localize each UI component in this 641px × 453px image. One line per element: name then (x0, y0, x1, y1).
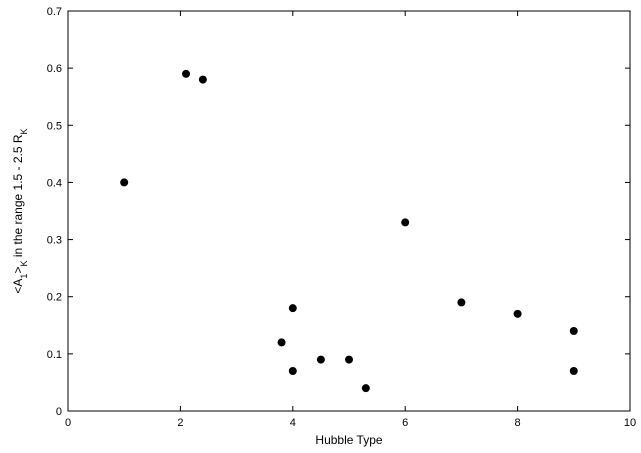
data-point (316, 355, 325, 364)
x-tick-label: 0 (65, 417, 71, 429)
y-tick-label: 0.4 (47, 177, 62, 189)
data-point (288, 367, 297, 375)
data-point (569, 327, 578, 335)
y-label-part-2: > (11, 267, 25, 274)
y-tick-label: 0.7 (47, 6, 62, 18)
data-point (513, 309, 522, 318)
data-points (120, 69, 578, 393)
y-label-part-3: in the range 1.5 - 2.5 R (11, 134, 25, 260)
y-label-sub-2: K (19, 261, 29, 267)
y-label-sub-1: 1 (19, 274, 29, 279)
data-point (198, 75, 207, 84)
data-point (288, 304, 297, 313)
x-tick-label: 4 (290, 417, 296, 429)
axis-ticks (67, 10, 631, 412)
data-point (345, 355, 353, 364)
y-tick-label: 0.5 (47, 120, 62, 132)
y-label-part-1: <A (11, 279, 25, 294)
y-tick-label: 0.2 (47, 292, 62, 304)
axis-tick-labels: 0 2 4 6 8 10 0 0.1 0.2 0.3 0.4 0.5 0.6 0.7 (47, 6, 636, 429)
y-tick-label: 0.6 (47, 63, 62, 75)
plot-area (67, 10, 631, 412)
x-tick-label: 6 (402, 417, 408, 429)
data-point (120, 178, 129, 187)
y-label-sub-3: K (19, 128, 29, 134)
x-tick-label: 10 (624, 417, 636, 429)
data-point (361, 384, 370, 393)
data-point (457, 298, 466, 307)
data-point (182, 69, 191, 78)
y-axis-label: <A1>K in the range 1.5 - 2.5 RK (11, 128, 29, 293)
x-tick-label: 2 (177, 417, 183, 429)
y-tick-label: 0.3 (47, 235, 62, 247)
data-point (569, 367, 578, 375)
x-tick-label: 8 (515, 417, 521, 429)
x-axis-label: Hubble Type (315, 433, 382, 447)
y-tick-label: 0.1 (47, 349, 62, 361)
data-point (401, 218, 410, 227)
data-point (277, 338, 286, 347)
y-tick-label: 0 (56, 406, 62, 418)
